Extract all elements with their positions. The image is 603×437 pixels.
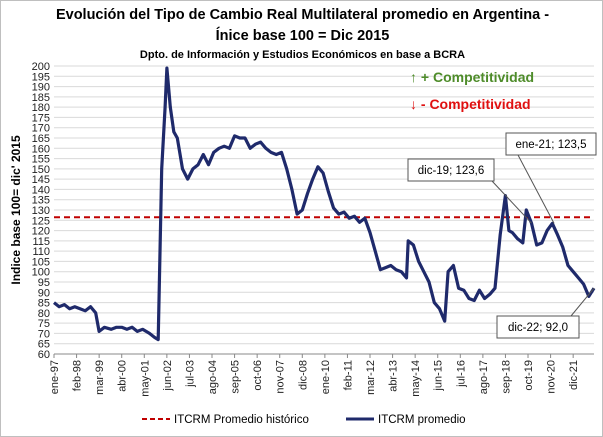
annotation-box <box>496 315 580 339</box>
x-tick-label: abr-00 <box>117 360 129 392</box>
annotation-box <box>505 132 597 156</box>
x-tick-label: jun-02 <box>162 360 174 392</box>
x-tick-label: jul-03 <box>184 360 196 388</box>
chart-title-line2: Ínice base 100 = Dic 2015 <box>215 28 390 44</box>
x-tick-label: oct-06 <box>252 360 264 391</box>
x-tick-label: jun-15 <box>433 360 445 392</box>
x-tick-label: mar-99 <box>94 360 106 395</box>
x-tick-label: feb-11 <box>342 360 354 390</box>
y-tick-label: 200 <box>32 61 50 73</box>
y-tick-label: 100 <box>32 267 50 279</box>
x-tick-label: ene-97 <box>49 360 61 394</box>
y-tick-label: 120 <box>32 226 50 238</box>
y-tick-label: 150 <box>32 164 50 176</box>
x-tick-label: ago-04 <box>207 360 219 394</box>
x-tick-label: dic-21 <box>568 360 580 390</box>
y-tick-label: 130 <box>32 205 50 217</box>
y-tick-label: 80 <box>38 308 50 320</box>
x-tick-label: oct-19 <box>523 360 535 391</box>
x-tick-label: ago-17 <box>478 360 490 394</box>
y-tick-label: 60 <box>38 349 50 361</box>
y-tick-label: 65 <box>38 339 50 351</box>
y-tick-label: 90 <box>38 287 50 299</box>
annotation-leader <box>570 287 595 317</box>
x-tick-label: feb-98 <box>72 360 84 391</box>
y-tick-label: 140 <box>32 184 50 196</box>
x-tick-label: abr-13 <box>388 360 400 392</box>
legend-label-historic: ITCRM Promedio histórico <box>174 414 309 426</box>
y-tick-label: 125 <box>32 215 50 227</box>
annotation-dic-22: dic-22; 92,0 <box>508 322 568 334</box>
x-tick-label: may-01 <box>139 360 151 397</box>
y-tick-label: 115 <box>32 236 50 248</box>
y-tick-label: 180 <box>32 102 50 114</box>
x-tick-label: ene-10 <box>320 360 332 394</box>
y-tick-label: 105 <box>32 256 50 268</box>
x-tick-label: nov-07 <box>275 360 287 394</box>
annotation-ene-21: ene-21; 123,5 <box>516 139 587 151</box>
y-tick-label: 170 <box>32 123 50 135</box>
x-tick-label: dic-08 <box>297 360 309 390</box>
competitividad-down-label: ↓ - Competitividad <box>410 96 531 112</box>
x-tick-label: jul-16 <box>455 360 467 388</box>
y-tick-label: 95 <box>38 277 50 289</box>
x-tick-label: nov-20 <box>546 360 558 394</box>
y-tick-label: 195 <box>32 71 50 83</box>
competitividad-up-label: ↑ + Competitividad <box>410 69 534 85</box>
y-axis-label: Indice base 100= dic' 2015 <box>9 135 23 285</box>
chart-subtitle: Dpto. de Información y Estudios Económic… <box>139 49 466 61</box>
y-tick-label: 70 <box>38 328 50 340</box>
legend-label-itcrm: ITCRM promedio <box>378 414 466 426</box>
annotation-box <box>407 158 495 182</box>
y-tick-label: 110 <box>32 246 50 258</box>
y-tick-label: 135 <box>32 195 50 207</box>
annotation-leader <box>517 154 555 224</box>
x-tick-label: sep-05 <box>230 360 242 394</box>
chart-title: Evolución del Tipo de Cambio Real Multil… <box>55 7 550 23</box>
y-tick-label: 190 <box>32 82 50 94</box>
y-tick-label: 155 <box>32 154 50 166</box>
y-tick-label: 185 <box>32 92 50 104</box>
y-tick-label: 85 <box>38 298 50 310</box>
y-tick-label: 75 <box>38 318 50 330</box>
y-tick-label: 160 <box>32 143 50 155</box>
annotation-leader <box>491 180 532 224</box>
y-tick-label: 175 <box>32 112 50 124</box>
x-tick-label: may-14 <box>410 360 422 397</box>
x-tick-label: sep-18 <box>500 360 512 394</box>
y-tick-label: 145 <box>32 174 50 186</box>
annotation-dic-19: dic-19; 123,6 <box>418 165 485 177</box>
y-tick-label: 165 <box>32 133 50 145</box>
x-tick-label: mar-12 <box>365 360 377 395</box>
